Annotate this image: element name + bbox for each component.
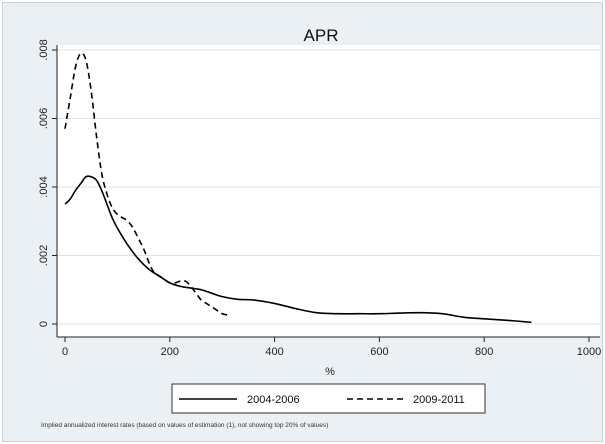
y-tick-label: .004 (38, 176, 50, 197)
x-tick-label: 200 (161, 346, 179, 358)
plot-area (57, 45, 600, 337)
x-tick-label: 800 (475, 346, 493, 358)
series-line-2004-2006 (64, 175, 532, 324)
y-tick-label: 0 (38, 321, 50, 327)
series-line-2009-2011 (64, 52, 231, 317)
y-tick-label: .002 (38, 245, 50, 266)
y-tick-label: .006 (38, 108, 50, 129)
x-tick-label: 0 (62, 346, 68, 358)
grid-lines (57, 49, 600, 325)
legend-label-2004-2006: 2004-2006 (247, 394, 300, 406)
series-layer (64, 52, 532, 324)
legend-box (171, 383, 486, 414)
x-axis-title: % (325, 366, 335, 378)
chart-svg: APR 0 .002 .004 .006 .008 0 200 400 600 800 1000 %… (38, 26, 601, 429)
y-tick-label: .008 (38, 39, 50, 60)
axes: 0 .002 .004 .006 .008 0 200 400 600 800 1000 (38, 39, 601, 358)
legend: 2004-2006 2009-2011 (171, 383, 486, 414)
chart-title: APR (304, 26, 339, 45)
legend-label-2009-2011: 2009-2011 (413, 394, 465, 406)
x-tick-label: 600 (370, 346, 388, 358)
chart-footnote: Implied annualized interest rates (based… (41, 422, 328, 429)
x-tick-label: 1000 (577, 346, 601, 358)
x-tick-label: 400 (265, 346, 283, 358)
